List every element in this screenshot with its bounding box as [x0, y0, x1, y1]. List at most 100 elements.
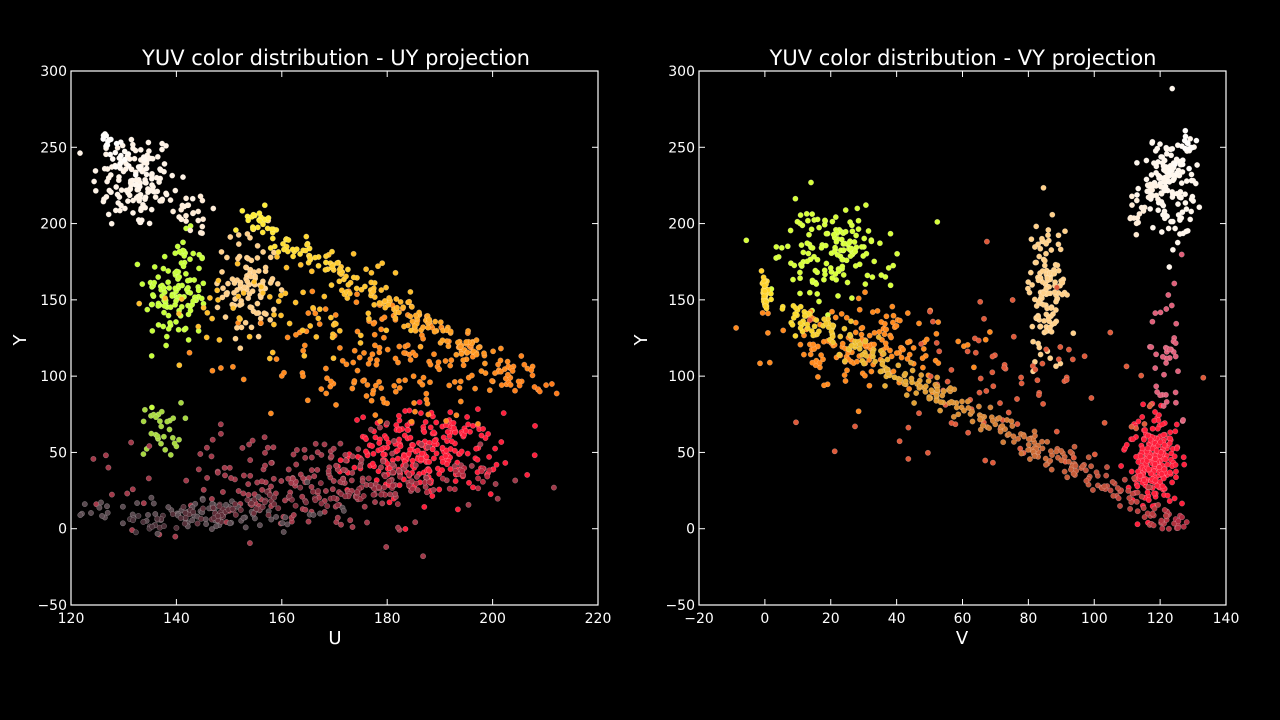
- data-point: [421, 503, 428, 510]
- data-point: [407, 434, 414, 441]
- data-point: [1145, 484, 1152, 491]
- data-point: [304, 397, 311, 404]
- data-point: [315, 315, 322, 322]
- data-point: [887, 347, 893, 354]
- data-point: [1160, 431, 1167, 438]
- data-point: [890, 312, 897, 319]
- data-point: [284, 521, 291, 528]
- data-point: [1032, 366, 1039, 373]
- data-point: [868, 368, 875, 375]
- data-point: [809, 277, 816, 284]
- data-point: [162, 295, 169, 302]
- data-point: [1031, 244, 1038, 250]
- data-point: [1079, 463, 1086, 470]
- data-point: [1175, 201, 1181, 208]
- data-point: [116, 174, 122, 180]
- data-point: [215, 277, 222, 284]
- data-point: [106, 187, 113, 194]
- x-tick-label: 80: [1019, 611, 1037, 627]
- data-point: [214, 304, 221, 311]
- data-point: [129, 141, 136, 148]
- data-point: [1161, 507, 1168, 513]
- data-point: [365, 315, 372, 322]
- data-point: [318, 386, 325, 393]
- data-point: [933, 330, 940, 337]
- data-point: [1159, 353, 1166, 360]
- data-point: [246, 540, 253, 547]
- data-point: [219, 294, 226, 301]
- data-point: [1065, 458, 1072, 465]
- data-point: [371, 342, 378, 349]
- data-point: [174, 243, 181, 250]
- data-point: [1135, 185, 1142, 192]
- data-point: [1152, 461, 1158, 467]
- data-point: [369, 443, 376, 449]
- data-point: [456, 384, 463, 391]
- data-point: [214, 512, 221, 519]
- data-point: [497, 345, 504, 352]
- data-point: [268, 483, 274, 490]
- data-point: [904, 310, 911, 317]
- data-point: [245, 491, 252, 498]
- data-point: [105, 464, 112, 471]
- data-point: [1072, 462, 1079, 469]
- data-point: [814, 373, 821, 380]
- data-point: [846, 331, 853, 338]
- data-point: [473, 445, 480, 452]
- data-point: [929, 318, 936, 325]
- data-point: [1146, 403, 1153, 410]
- data-point: [364, 519, 370, 526]
- data-point: [310, 488, 316, 495]
- data-point: [260, 249, 267, 255]
- data-point: [427, 424, 434, 431]
- data-point: [275, 249, 282, 255]
- data-point: [425, 411, 432, 418]
- data-point: [409, 485, 416, 492]
- data-point: [1033, 223, 1040, 230]
- data-point: [858, 243, 865, 250]
- data-point: [780, 327, 787, 334]
- data-point: [859, 324, 866, 331]
- data-point: [102, 452, 109, 459]
- data-point: [961, 407, 967, 414]
- data-point: [389, 461, 396, 468]
- data-point: [1166, 440, 1173, 447]
- data-point: [356, 354, 363, 361]
- data-point: [245, 217, 252, 224]
- data-point: [328, 378, 334, 385]
- data-point: [330, 445, 337, 452]
- data-point: [313, 333, 320, 340]
- data-point: [321, 441, 328, 448]
- data-point: [1182, 191, 1189, 198]
- data-point: [209, 367, 216, 374]
- data-point: [1158, 471, 1165, 478]
- data-point: [1178, 180, 1185, 187]
- data-point: [199, 496, 206, 503]
- data-point: [107, 151, 114, 158]
- data-point: [312, 254, 319, 261]
- data-point: [1165, 292, 1172, 298]
- data-point: [888, 353, 895, 360]
- data-point: [1146, 453, 1153, 460]
- data-point: [1044, 438, 1051, 445]
- data-point: [96, 504, 103, 511]
- data-point: [303, 233, 310, 240]
- data-point: [1065, 346, 1072, 353]
- data-point: [1032, 432, 1038, 439]
- data-point: [173, 524, 180, 531]
- data-point: [290, 451, 297, 458]
- data-point: [250, 510, 257, 517]
- data-point: [116, 155, 123, 162]
- data-point: [866, 332, 873, 339]
- data-point: [176, 362, 183, 369]
- data-point: [531, 452, 538, 459]
- data-point: [301, 352, 308, 359]
- data-point: [172, 187, 179, 194]
- data-point: [1045, 232, 1051, 239]
- data-point: [182, 509, 189, 516]
- data-point: [384, 400, 391, 407]
- y-tick-label: 250: [40, 140, 67, 156]
- data-point: [152, 511, 159, 517]
- data-point: [251, 269, 258, 276]
- data-point: [816, 359, 823, 366]
